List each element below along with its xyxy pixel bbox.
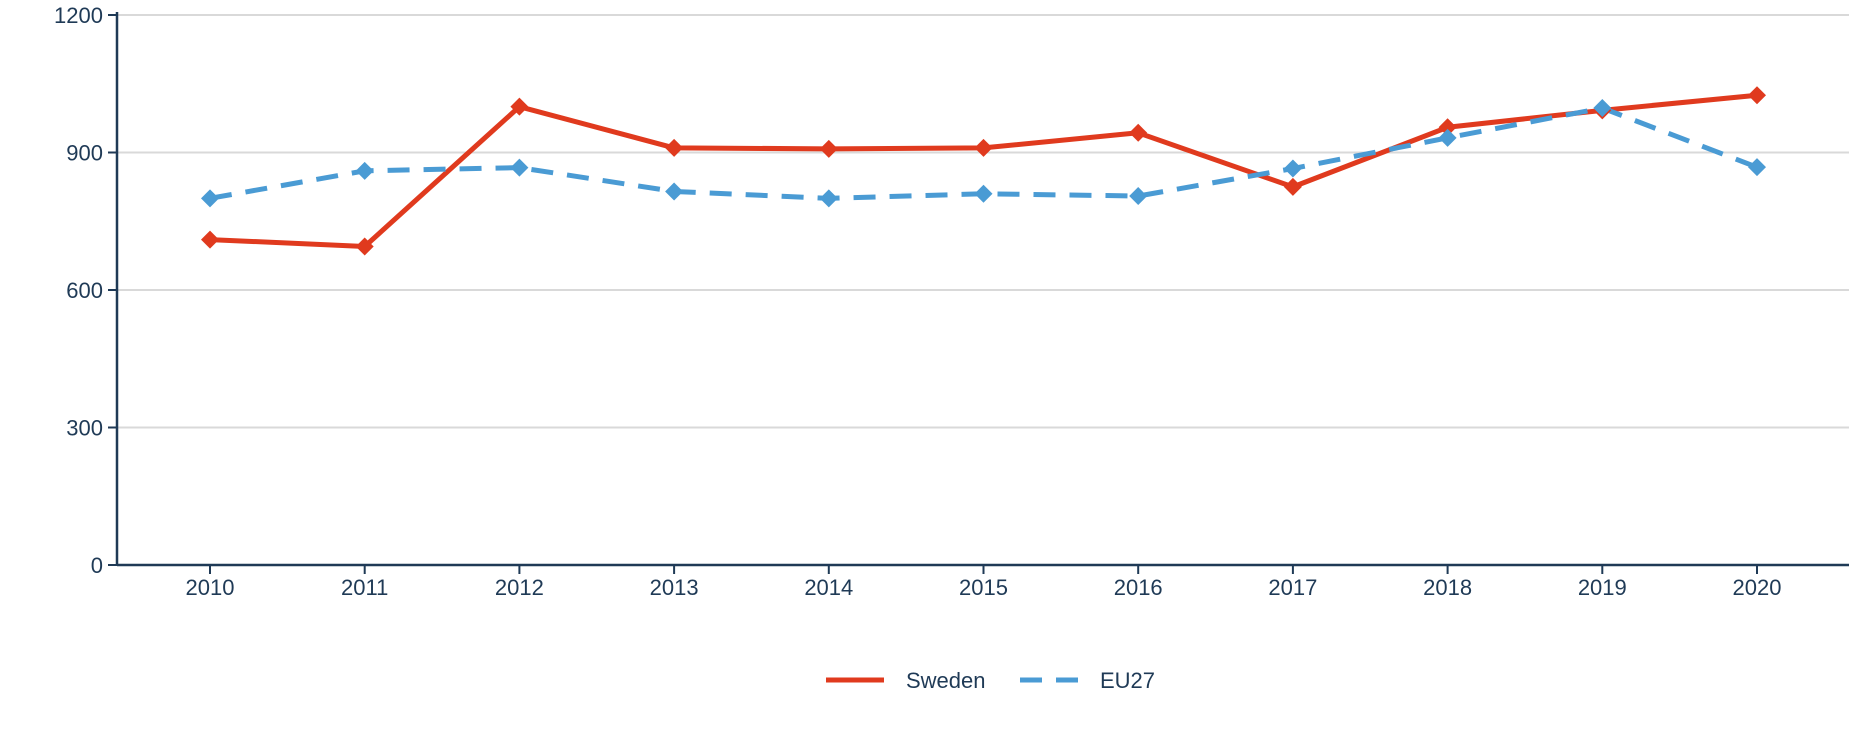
gridlines	[117, 14, 1849, 429]
data-point-sweden	[1283, 177, 1302, 196]
x-tick-label: 2012	[495, 575, 544, 600]
y-tick-label: 0	[91, 553, 103, 578]
data-point-sweden	[819, 139, 838, 158]
x-tick-label: 2017	[1268, 575, 1317, 600]
axes: 0 300 600 900 1200 2010 2011 2012 2013 2014 2015 20…	[54, 3, 1849, 600]
data-point-eu27	[1283, 159, 1302, 178]
data-point-eu27	[1129, 187, 1148, 206]
data-point-sweden	[1438, 118, 1457, 137]
x-tick-label: 2018	[1423, 575, 1472, 600]
legend-label-sweden: Sweden	[906, 668, 986, 693]
data-point-eu27	[355, 161, 374, 180]
x-tick-label: 2011	[341, 575, 388, 600]
x-tick-label: 2016	[1114, 575, 1163, 600]
x-tick-label: 2013	[650, 575, 699, 600]
data-point-eu27	[819, 189, 838, 208]
x-tick-label: 2019	[1578, 575, 1627, 600]
data-point-sweden	[974, 138, 993, 157]
x-tick-label: 2015	[959, 575, 1008, 600]
series-markers	[201, 86, 1766, 256]
data-point-sweden	[665, 138, 684, 157]
legend-label-eu27: EU27	[1100, 668, 1155, 693]
y-tick-label: 300	[66, 416, 103, 441]
x-tick-label: 2014	[804, 575, 853, 600]
series-line-eu27	[209, 105, 1758, 201]
data-point-sweden	[510, 97, 529, 116]
data-point-sweden	[1748, 86, 1766, 105]
y-tick-label: 900	[66, 141, 103, 166]
y-tick-label: 1200	[54, 3, 103, 28]
data-point-eu27	[665, 182, 684, 201]
series-lines	[209, 92, 1758, 249]
data-point-eu27	[201, 189, 219, 208]
y-tick-label: 600	[66, 278, 103, 303]
data-point-eu27	[974, 184, 993, 203]
x-tick-label: 2010	[186, 575, 235, 600]
data-point-eu27	[1593, 99, 1612, 118]
data-point-eu27	[1438, 128, 1457, 147]
data-point-sweden	[1129, 123, 1148, 142]
data-point-sweden	[201, 230, 219, 249]
x-tick-label: 2020	[1733, 575, 1782, 600]
data-point-eu27	[1748, 158, 1766, 177]
legend: Sweden EU27	[826, 668, 1155, 693]
data-point-eu27	[510, 158, 529, 177]
data-point-sweden	[355, 237, 374, 256]
